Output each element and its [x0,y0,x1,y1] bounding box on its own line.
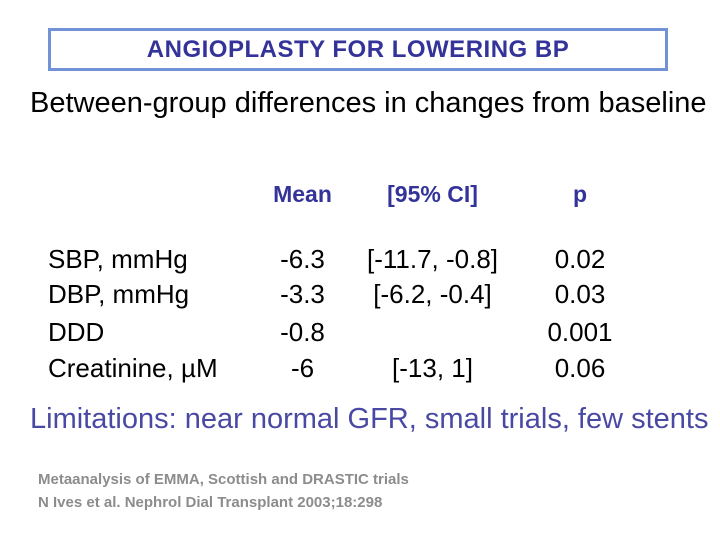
row-label: Creatinine, µM [48,353,218,383]
p-value: 0.06 [554,353,606,383]
ci-value: [-6.2, -0.4] [373,279,492,309]
p-value: 0.02 [554,244,606,274]
row-label: DDD [48,317,105,347]
mean-value: -0.8 [280,317,325,347]
footer-line-2: N Ives et al. Nephrol Dial Transplant 20… [38,494,383,511]
table-row: DDD -0.8 0.001 [48,316,645,348]
table-header-row: Mean [95% CI] p [48,181,645,207]
column-header-mean: Mean [273,181,332,207]
row-label: SBP, mmHg [48,244,188,274]
p-value: 0.001 [547,317,613,347]
subtitle: Between-group differences in changes fro… [30,87,707,119]
citation-footer: Metaanalysis of EMMA, Scottish and DRAST… [38,468,409,514]
mean-value: -6 [290,353,315,383]
table-row: Creatinine, µM -6 [-13, 1] 0.06 [48,352,645,384]
p-value: 0.03 [554,279,606,309]
row-label: DBP, mmHg [48,279,190,309]
column-header-ci: [95% CI] [387,181,478,207]
slide-title: ANGIOPLASTY FOR LOWERING BP [146,35,570,63]
mean-value: -3.3 [280,279,325,309]
ci-value: [-11.7, -0.8] [366,244,499,274]
ci-value: [-13, 1] [392,353,473,383]
column-header-p: p [572,181,588,207]
limitations-text: Limitations: near normal GFR, small tria… [30,403,709,435]
mean-value: -6.3 [280,244,325,274]
footer-line-1: Metaanalysis of EMMA, Scottish and DRAST… [38,471,409,488]
table-row: DBP, mmHg -3.3 [-6.2, -0.4] 0.03 [48,278,645,310]
table-row: SBP, mmHg -6.3 [-11.7, -0.8] 0.02 [48,243,645,275]
title-box: ANGIOPLASTY FOR LOWERING BP [48,28,668,71]
